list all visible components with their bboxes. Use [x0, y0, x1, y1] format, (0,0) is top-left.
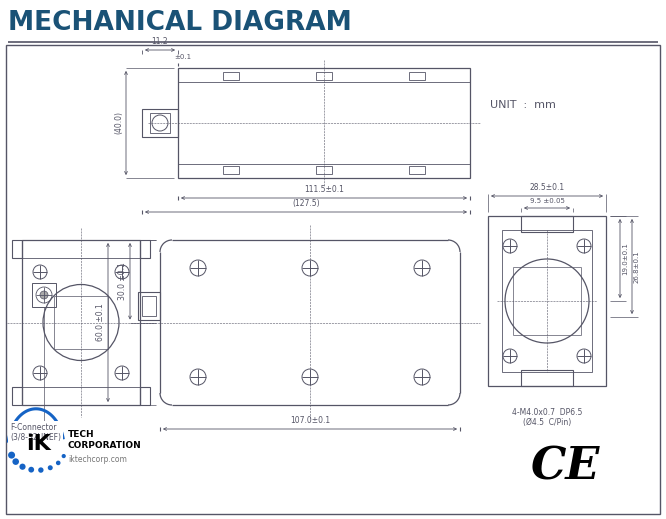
Text: TECH
CORPORATION: TECH CORPORATION: [68, 430, 142, 450]
Bar: [521, 370, 573, 386]
Bar: [410, 166, 426, 174]
Circle shape: [19, 463, 25, 470]
Text: 9.5 ±0.05: 9.5 ±0.05: [529, 198, 565, 204]
Circle shape: [48, 465, 53, 470]
Bar: [316, 166, 332, 174]
Text: 28.5±0.1: 28.5±0.1: [529, 183, 565, 192]
Bar: [140, 240, 150, 258]
Bar: [12, 387, 22, 405]
Bar: [410, 72, 426, 80]
Circle shape: [8, 452, 15, 459]
Circle shape: [62, 454, 66, 458]
Bar: [142, 296, 156, 316]
Text: 19.0±0.1: 19.0±0.1: [622, 242, 628, 275]
Text: ±0.1: ±0.1: [174, 54, 192, 60]
Text: 26.8±0.1: 26.8±0.1: [634, 250, 640, 283]
Text: 30.0 ±0.1: 30.0 ±0.1: [118, 263, 127, 300]
Bar: [150, 113, 170, 133]
Text: 107.0±0.1: 107.0±0.1: [290, 416, 330, 425]
Bar: [22, 240, 140, 405]
Text: iK: iK: [25, 434, 51, 454]
Bar: [178, 68, 470, 178]
Text: CE: CE: [531, 445, 600, 488]
Text: 4-M4.0x0.7  DP6.5
(Ø4.5  C/Pin): 4-M4.0x0.7 DP6.5 (Ø4.5 C/Pin): [511, 408, 582, 428]
Circle shape: [56, 461, 61, 465]
Text: 60.0 ±0.1: 60.0 ±0.1: [96, 304, 105, 342]
Circle shape: [40, 291, 48, 299]
Circle shape: [24, 427, 34, 437]
Bar: [12, 240, 22, 258]
Bar: [32, 283, 56, 307]
Circle shape: [38, 468, 43, 473]
Text: iktechcorp.com: iktechcorp.com: [68, 456, 127, 465]
Text: 11.2: 11.2: [152, 37, 168, 46]
Text: 111.5±0.1: 111.5±0.1: [304, 185, 344, 194]
Bar: [316, 72, 332, 80]
Bar: [140, 387, 150, 405]
Circle shape: [13, 458, 19, 465]
Text: F-Connector
(3/8-32UNEF): F-Connector (3/8-32UNEF): [10, 423, 61, 442]
Text: UNIT  :  mm: UNIT : mm: [490, 100, 556, 110]
Bar: [521, 216, 573, 232]
Text: MECHANICAL DIAGRAM: MECHANICAL DIAGRAM: [8, 10, 352, 36]
Bar: [142, 109, 178, 137]
Text: (40.0): (40.0): [114, 112, 123, 134]
Bar: [222, 166, 238, 174]
Bar: [488, 216, 606, 386]
Bar: [502, 230, 592, 372]
Text: (127.5): (127.5): [292, 199, 320, 208]
Circle shape: [29, 467, 34, 473]
Bar: [222, 72, 238, 80]
Bar: [138, 292, 160, 320]
